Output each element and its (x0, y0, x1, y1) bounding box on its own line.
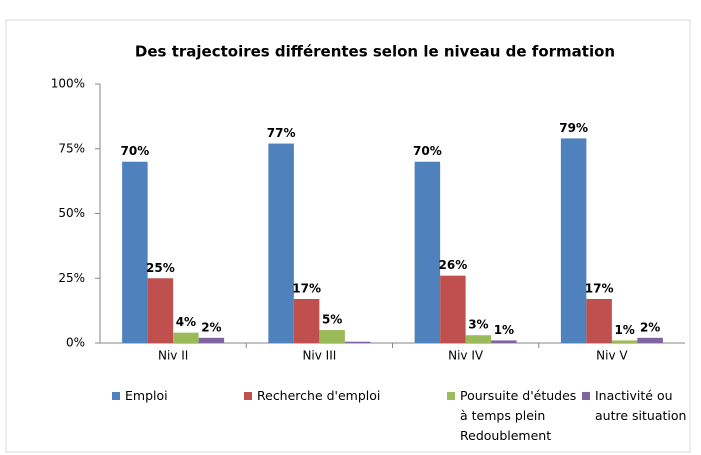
bar (268, 143, 294, 343)
y-tick-label: 50% (58, 206, 85, 220)
bar (173, 332, 199, 343)
bar (293, 298, 320, 343)
x-tick-label: Niv V (596, 349, 628, 363)
bar (491, 340, 517, 343)
x-tick-label: Niv II (158, 349, 188, 363)
legend-swatch (582, 392, 590, 400)
bar (586, 298, 612, 343)
bar (637, 337, 663, 343)
legend-swatch (112, 392, 120, 400)
data-label: 26% (439, 258, 468, 272)
bar (122, 161, 148, 343)
data-label: 3% (468, 318, 488, 332)
data-label: 17% (585, 281, 614, 295)
bar (344, 341, 371, 343)
bar (198, 337, 225, 343)
data-label: 25% (146, 261, 175, 275)
y-tick-label: 75% (58, 141, 85, 155)
data-label: 70% (413, 144, 442, 158)
bar (440, 275, 466, 343)
legend: Emploi Recherche d'emploi Poursuite d'étud… (0, 386, 701, 446)
legend-label: Poursuite d'études à temps plein Redoubl… (460, 388, 577, 443)
bar (611, 340, 638, 343)
data-label: 4% (176, 315, 196, 329)
bar (414, 161, 441, 343)
data-label: 1% (494, 323, 514, 337)
legend-item: Inactivité ou autre situation (582, 386, 692, 426)
legend-item: Poursuite d'études à temps plein Redoubl… (447, 386, 577, 446)
data-label: 77% (267, 126, 296, 140)
legend-label: Emploi (125, 388, 168, 403)
data-label: 5% (322, 313, 342, 327)
data-label: 70% (121, 144, 150, 158)
data-label: 1% (614, 323, 634, 337)
bar (147, 278, 174, 343)
x-tick-label: Niv III (302, 349, 336, 363)
legend-swatch (447, 392, 455, 400)
bar (560, 138, 587, 343)
bar (319, 330, 345, 343)
legend-label: Recherche d'emploi (257, 388, 381, 403)
chart-title: Des trajectoires différentes selon le ni… (135, 43, 615, 61)
data-label: 2% (640, 320, 660, 334)
y-tick-label: 100% (51, 77, 85, 91)
data-label: 79% (559, 121, 588, 135)
y-tick-label: 0% (66, 336, 85, 350)
data-label: 2% (201, 320, 221, 334)
x-tick-label: Niv IV (448, 349, 484, 363)
y-tick-label: 25% (58, 271, 85, 285)
legend-swatch (244, 392, 252, 400)
legend-item: Recherche d'emploi (244, 386, 424, 406)
data-label: 17% (292, 281, 321, 295)
legend-label: Inactivité ou autre situation (595, 388, 687, 423)
legend-item: Emploi (112, 386, 222, 406)
bar (465, 335, 492, 343)
